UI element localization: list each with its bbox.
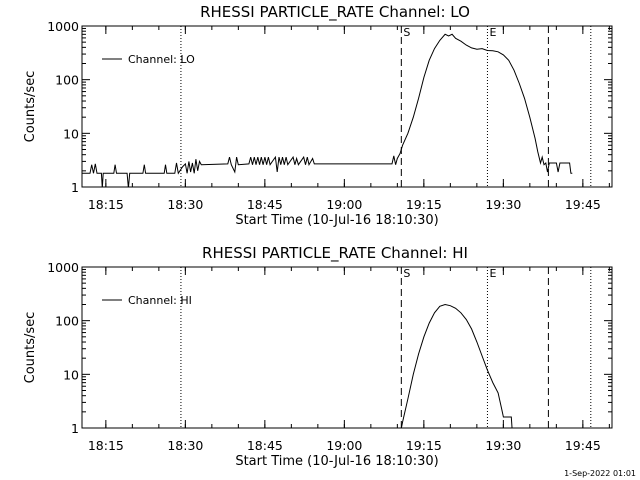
- x-tick-label: 18:15: [88, 438, 124, 453]
- y-tick-label: 1: [71, 421, 79, 436]
- chart-panel-hi: RHESSI PARTICLE_RATE Channel: HI 1 10 100 10…: [23, 244, 613, 469]
- y-tick-label: 1: [71, 180, 79, 195]
- start-marker-label: S: [403, 267, 410, 280]
- y-tick-label: 100: [55, 314, 79, 329]
- x-tick-label: 19:30: [485, 438, 521, 453]
- x-tick-label: 18:30: [167, 438, 203, 453]
- timestamp-label: 1-Sep-2022 01:01: [564, 469, 636, 478]
- series-line-lo: [82, 33, 573, 187]
- x-tick-label: 19:00: [326, 438, 362, 453]
- x-tick-label: 19:15: [406, 197, 442, 212]
- x-tick-label: 19:30: [485, 197, 521, 212]
- x-axis-label: Start Time (10-Jul-16 18:10:30): [235, 454, 438, 469]
- start-marker-label: S: [403, 26, 410, 39]
- y-tick-label: 1000: [47, 260, 79, 275]
- end-marker-label: E: [489, 267, 496, 280]
- plot-frame: [81, 266, 613, 429]
- chart-panel-lo: RHESSI PARTICLE_RATE Channel: LO 1 10 100 10…: [23, 3, 613, 228]
- y-axis-label: Counts/sec: [23, 71, 38, 143]
- x-tick-label: 19:15: [406, 438, 442, 453]
- x-tick-label: 18:45: [247, 438, 283, 453]
- chart-title: RHESSI PARTICLE_RATE Channel: HI: [202, 244, 468, 263]
- x-tick-label: 18:15: [88, 197, 124, 212]
- x-tick-label: 18:30: [167, 197, 203, 212]
- y-tick-label: 10: [63, 367, 79, 382]
- chart-title: RHESSI PARTICLE_RATE Channel: LO: [200, 3, 470, 22]
- y-tick-label: 100: [55, 73, 79, 88]
- y-tick-label: 10: [63, 126, 79, 141]
- end-marker-label: E: [489, 26, 496, 39]
- legend-label: Channel: HI: [128, 294, 192, 307]
- y-axis-label: Counts/sec: [23, 312, 38, 384]
- x-tick-label: 19:45: [565, 438, 601, 453]
- x-tick-label: 19:45: [565, 197, 601, 212]
- plot-frame: [81, 25, 613, 188]
- series-line-hi: [400, 303, 513, 428]
- y-tick-label: 1000: [47, 19, 79, 34]
- x-axis-label: Start Time (10-Jul-16 18:10:30): [235, 213, 438, 228]
- x-tick-label: 18:45: [247, 197, 283, 212]
- legend-label: Channel: LO: [128, 53, 195, 66]
- x-tick-label: 19:00: [326, 197, 362, 212]
